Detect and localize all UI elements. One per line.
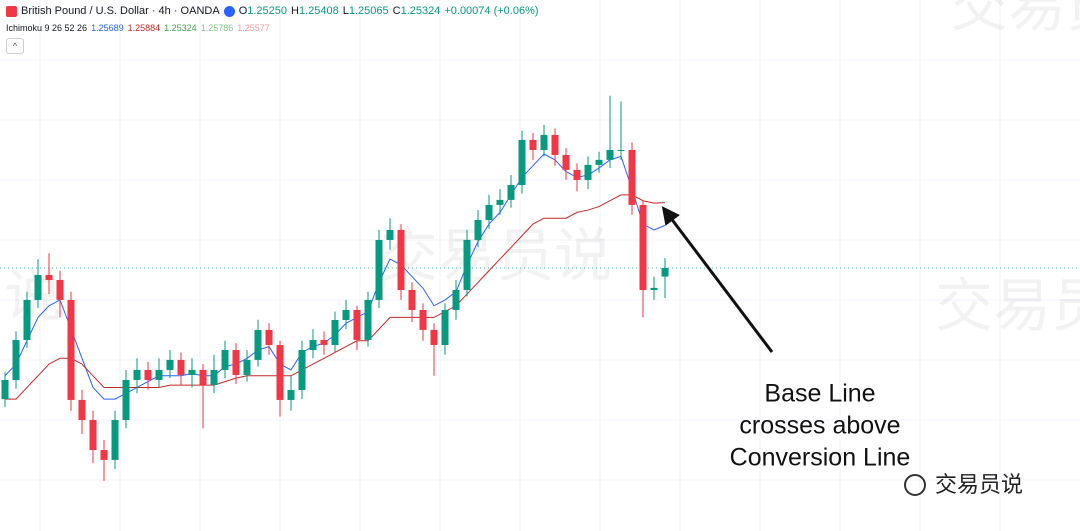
watermark: 交易员说 [380, 223, 612, 288]
ohlc-label: H [291, 5, 299, 17]
candle-body [254, 329, 262, 360]
candle-body [573, 169, 581, 180]
candle-body [551, 134, 559, 155]
candle-body [67, 299, 75, 400]
candle-body [518, 139, 526, 185]
candle-body [441, 309, 449, 345]
candle-body [287, 390, 295, 400]
candle-body [496, 199, 504, 205]
candle-body [298, 349, 306, 391]
candle-body [463, 239, 471, 291]
candle-body [144, 369, 152, 380]
candle-body [375, 239, 383, 300]
candle-body [342, 309, 350, 321]
candle-body [56, 279, 64, 300]
ohlc-item: L1.25065 [343, 5, 389, 17]
symbol-header: British Pound / U.S. Dollar · 4h · OANDA… [6, 5, 539, 17]
candle-body [34, 274, 42, 300]
candle-body [100, 450, 108, 460]
candle-body [199, 369, 207, 386]
candle-body [89, 420, 97, 451]
indicator-value: 1.25786 [200, 23, 234, 33]
candle-body [122, 379, 130, 421]
annotation-arrow [661, 206, 774, 353]
candle-body [12, 339, 20, 380]
candle-body [507, 184, 515, 200]
candle-body [309, 339, 317, 350]
ohlc-label: C [392, 5, 401, 17]
indicator-name: Ichimoku 9 26 52 26 [6, 23, 88, 33]
candle-body [474, 219, 482, 240]
candle-body [650, 287, 658, 291]
candle-body [78, 399, 86, 421]
candle-body [639, 204, 647, 291]
candle-body [243, 359, 251, 375]
ohlc-label: O [238, 5, 248, 17]
indicator-value: 1.25324 [164, 23, 197, 33]
candle-body [364, 299, 372, 340]
candle-body [540, 134, 548, 150]
ohlc-label: L [342, 5, 349, 17]
candle-body [617, 149, 625, 151]
candle-body [221, 349, 229, 370]
candle-body [595, 159, 603, 165]
flag-icon [6, 5, 17, 17]
candle-body [1, 379, 9, 400]
ohlc-value: 1.25408 [298, 5, 339, 17]
candle-body [529, 139, 537, 150]
candle-body [408, 290, 416, 310]
candle-body [210, 369, 218, 386]
candle-body [111, 420, 119, 460]
ohlc-item: C1.25324 [393, 5, 441, 17]
candle-body [232, 349, 240, 375]
candle-body [661, 267, 669, 277]
candle-body [320, 339, 328, 345]
candle-body [45, 274, 53, 280]
candle-body [584, 164, 592, 180]
collapse-button[interactable]: ^ [6, 38, 24, 54]
symbol: British Pound / U.S. Dollar · 4h · OANDA [21, 5, 220, 17]
candle-body [188, 369, 196, 375]
ohlc-value: 1.25324 [400, 5, 441, 17]
candle-body [133, 369, 141, 380]
ohlc-item: H1.25408 [291, 5, 339, 17]
candle-body [331, 320, 339, 345]
ohlc-value: 1.25065 [348, 5, 389, 17]
candle-body [276, 344, 284, 400]
candle-body [155, 369, 163, 380]
annotation-text: crosses above [739, 412, 900, 440]
candle-body [265, 329, 273, 345]
change: +0.00074 (+0.06%) [444, 5, 539, 17]
replay-icon[interactable] [223, 5, 235, 17]
watermark: 交易员说 [950, 0, 1080, 38]
indicator-value: 1.25689 [91, 23, 124, 33]
indicator-value: 1.25577 [237, 23, 270, 33]
candle-body [419, 309, 427, 330]
credit: 交易员说 [935, 472, 1023, 497]
credit-icon [904, 474, 926, 496]
candle-body [397, 229, 405, 291]
candle-body [562, 154, 570, 170]
watermark: 交易员说 [0, 263, 62, 328]
candle-body [485, 204, 493, 220]
ohlc-item: O1.25250 [239, 5, 287, 17]
indicator-value: 1.25884 [127, 23, 161, 33]
candle-body [606, 149, 614, 160]
candle-body [452, 290, 460, 310]
indicator-legend: Ichimoku 9 26 52 26 1.25689 1.25884 1.25324… [6, 23, 270, 33]
candle-body [353, 309, 361, 340]
watermark: 交易员说 [935, 273, 1080, 338]
candle-body [166, 359, 174, 370]
ohlc-value: 1.25250 [247, 5, 288, 17]
candle-body [177, 359, 185, 375]
annotation-text: Base Line [764, 380, 875, 408]
candle-body [430, 329, 438, 345]
annotation-text: Conversion Line [730, 444, 911, 472]
candle-body [23, 299, 31, 340]
candle-body [628, 149, 636, 205]
candle-body [386, 229, 394, 240]
